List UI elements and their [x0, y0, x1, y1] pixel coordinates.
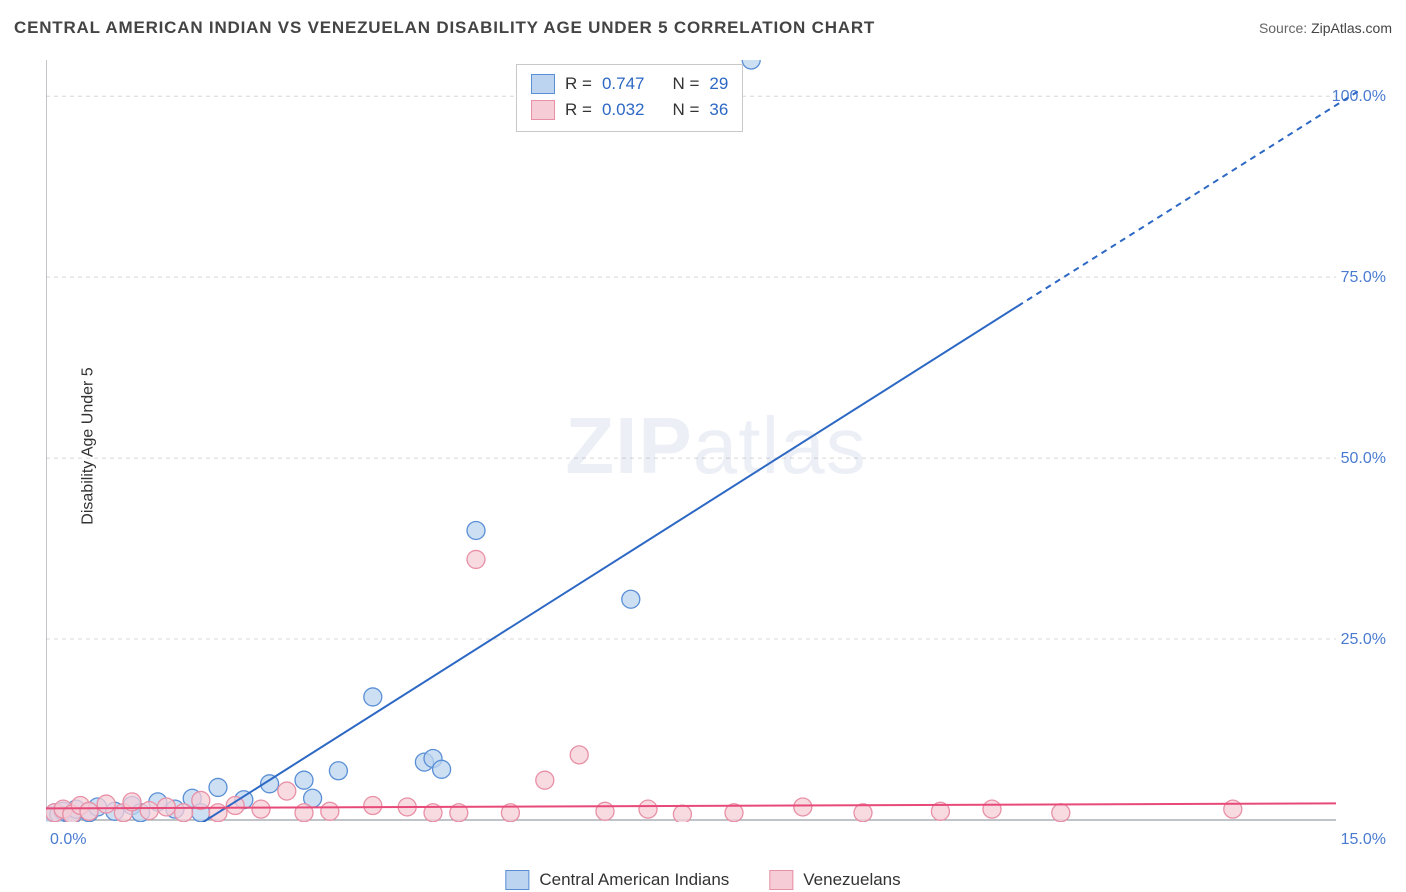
- legend-item: Venezuelans: [769, 870, 900, 890]
- legend-swatch: [531, 100, 555, 120]
- legend-label: Venezuelans: [803, 870, 900, 890]
- stat-r-value: 0.032: [602, 97, 645, 123]
- legend-label: Central American Indians: [539, 870, 729, 890]
- stats-row: R = 0.032 N = 36: [531, 97, 728, 123]
- source-attribution: Source: ZipAtlas.com: [1259, 20, 1392, 36]
- stat-n-label: N =: [672, 97, 699, 123]
- legend-swatch: [769, 870, 793, 890]
- y-tick-label: 75.0%: [1341, 269, 1386, 286]
- y-tick-label: 100.0%: [1332, 88, 1386, 105]
- legend-item: Central American Indians: [505, 870, 729, 890]
- stat-n-value: 36: [709, 97, 728, 123]
- plot-area: ZIPatlas 25.0%50.0%75.0%100.0%0.0%15.0% …: [46, 60, 1386, 850]
- stats-row: R = 0.747 N = 29: [531, 71, 728, 97]
- scatter-chart: 25.0% 50.0% 75.0% 100.0% 0.0% 15.0%: [46, 60, 1386, 850]
- stat-r-label: R =: [565, 97, 592, 123]
- series-legend: Central American Indians Venezuelans: [505, 870, 900, 890]
- legend-swatch: [531, 74, 555, 94]
- series-0: [46, 60, 760, 825]
- legend-swatch: [505, 870, 529, 890]
- stat-n-value: 29: [709, 71, 728, 97]
- stat-n-label: N =: [672, 71, 699, 97]
- x-tick-label: 0.0%: [50, 831, 86, 848]
- x-tick-label: 15.0%: [1341, 831, 1386, 848]
- stat-r-label: R =: [565, 71, 592, 97]
- stat-r-value: 0.747: [602, 71, 645, 97]
- y-tick-label: 50.0%: [1341, 450, 1386, 467]
- correlation-stats-box: R = 0.747 N = 29 R = 0.032 N = 36: [516, 64, 743, 132]
- y-tick-label: 25.0%: [1341, 631, 1386, 648]
- chart-title: CENTRAL AMERICAN INDIAN VS VENEZUELAN DI…: [14, 18, 875, 37]
